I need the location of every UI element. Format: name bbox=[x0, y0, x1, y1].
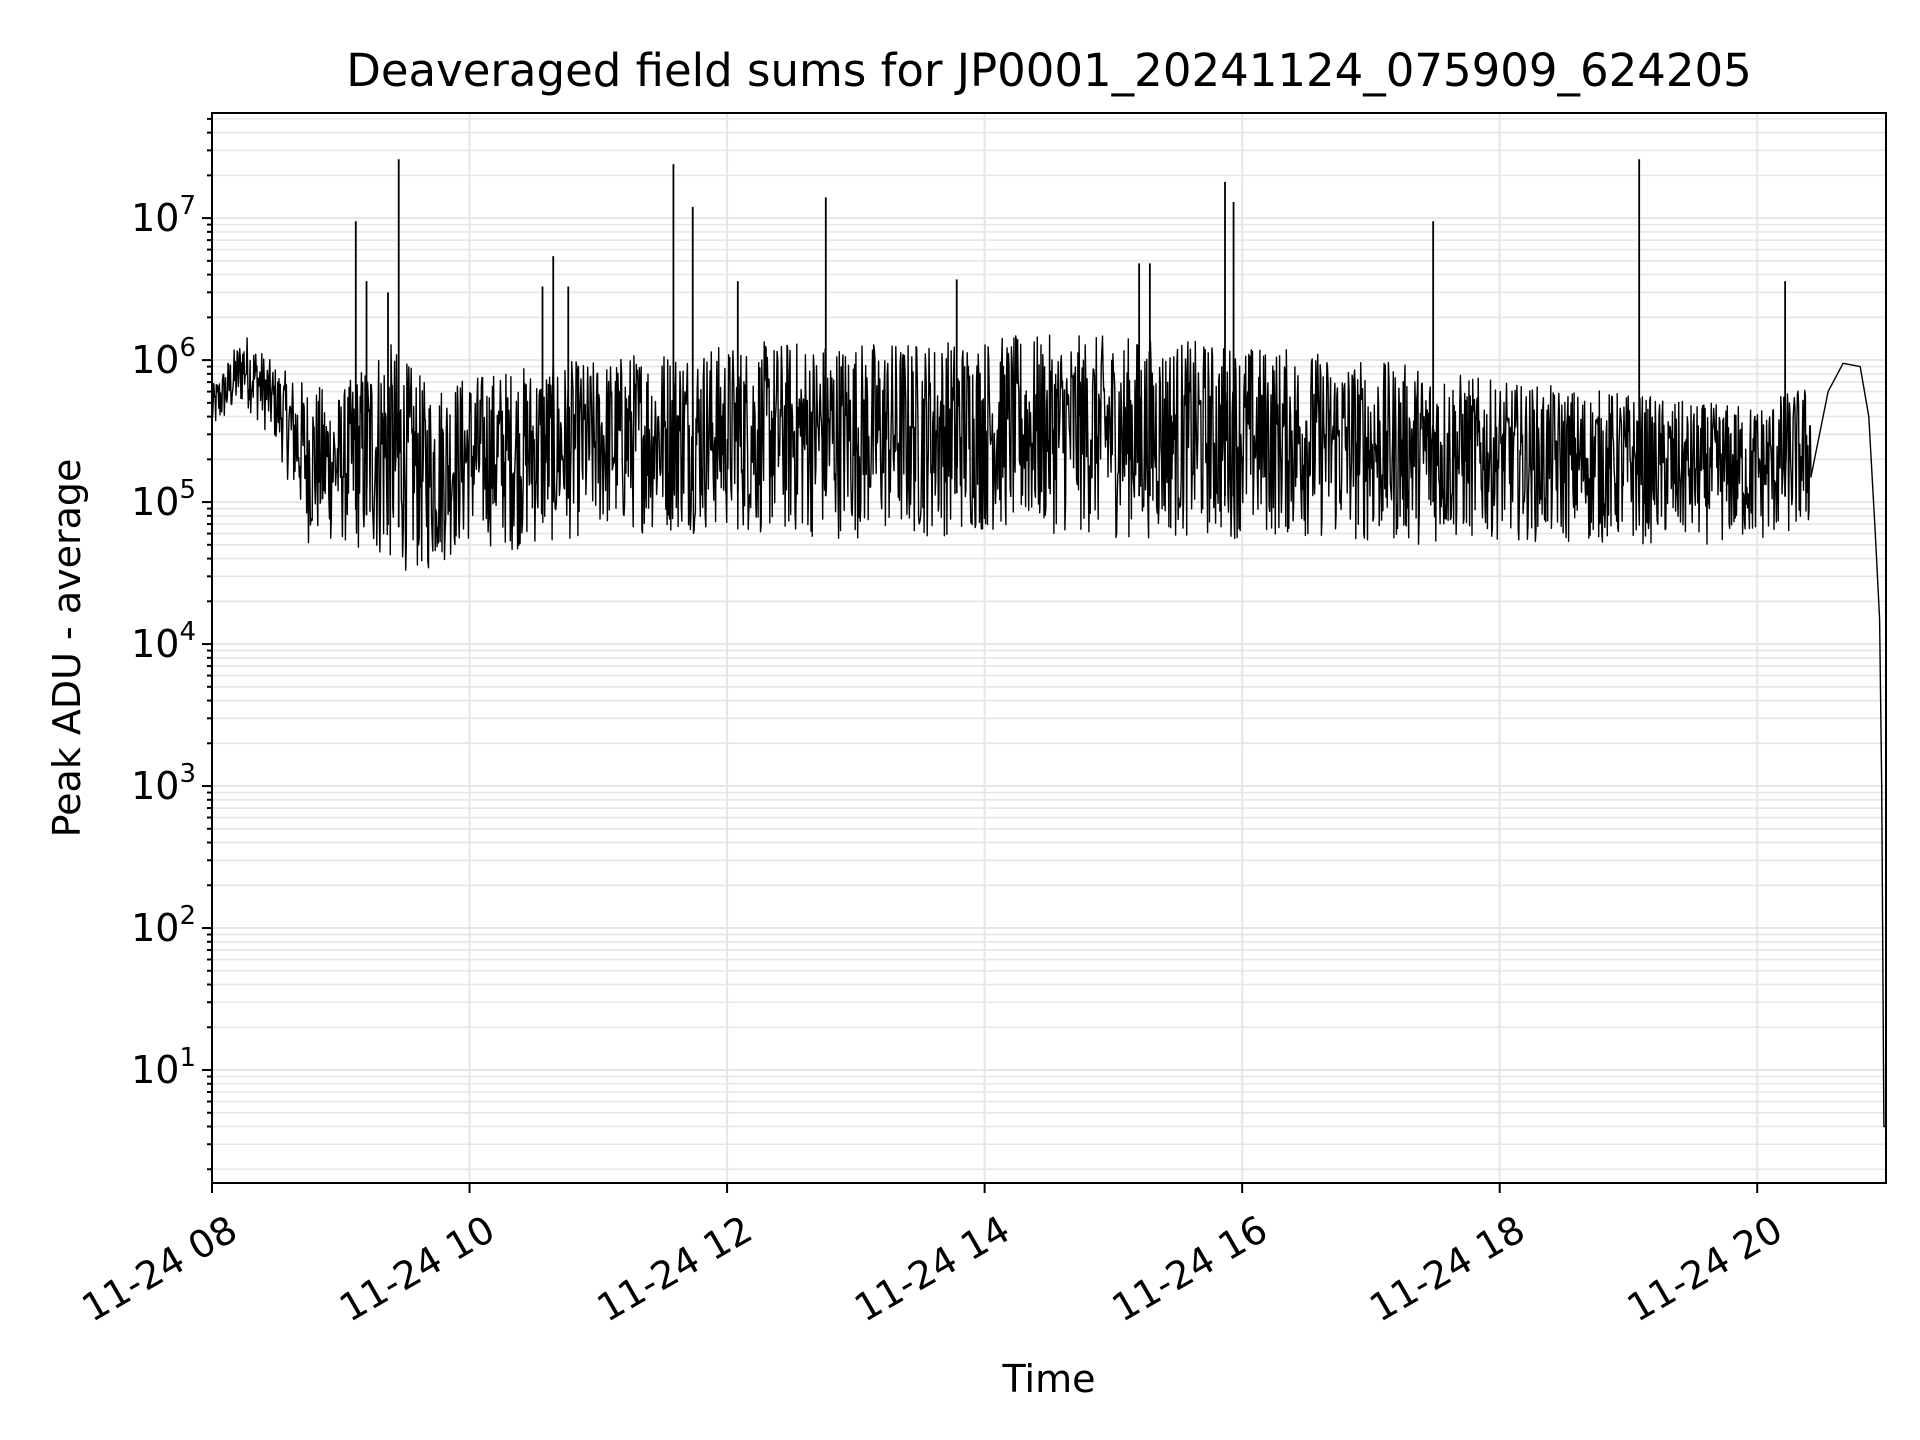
x-axis-label: Time bbox=[1002, 1357, 1096, 1401]
y-tick-exponent: 7 bbox=[179, 191, 196, 221]
y-tick-exponent: 5 bbox=[179, 475, 196, 505]
y-tick-label: 103 bbox=[131, 759, 196, 808]
y-tick-base: 10 bbox=[131, 338, 179, 382]
y-tick-base: 10 bbox=[131, 764, 179, 808]
x-tick-label: 11-24 18 bbox=[1362, 1207, 1532, 1331]
x-tick-label: 11-24 08 bbox=[75, 1207, 245, 1331]
y-tick-label: 102 bbox=[131, 901, 196, 950]
x-tick-label: 11-24 14 bbox=[847, 1207, 1017, 1331]
y-tick-base: 10 bbox=[131, 1048, 179, 1092]
x-tick-label: 11-24 12 bbox=[590, 1207, 760, 1331]
y-tick-base: 10 bbox=[131, 196, 179, 240]
tick-layer: 11-24 08 11-24 10 11-24 12 11-24 14 11-24 16… bbox=[75, 117, 1790, 1331]
grid-layer bbox=[211, 113, 1886, 1183]
series-line bbox=[211, 334, 1886, 1128]
y-tick-label: 106 bbox=[131, 333, 196, 382]
y-tick-label: 104 bbox=[131, 617, 196, 666]
y-tick-exponent: 6 bbox=[179, 333, 196, 363]
data-layer bbox=[211, 159, 1886, 1128]
x-tick-label: 11-24 16 bbox=[1105, 1207, 1275, 1331]
y-tick-base: 10 bbox=[131, 906, 179, 950]
y-tick-label: 107 bbox=[131, 191, 196, 240]
x-tick-label: 11-24 10 bbox=[332, 1207, 502, 1331]
y-tick-label: 101 bbox=[131, 1043, 196, 1092]
y-tick-exponent: 1 bbox=[179, 1043, 196, 1073]
y-tick-base: 10 bbox=[131, 622, 179, 666]
y-tick-exponent: 4 bbox=[179, 617, 196, 647]
x-tick-label: 11-24 20 bbox=[1620, 1207, 1790, 1331]
y-tick-base: 10 bbox=[131, 480, 179, 524]
y-tick-label: 105 bbox=[131, 475, 196, 524]
plot-frame bbox=[211, 112, 1887, 1184]
y-tick-exponent: 2 bbox=[179, 901, 196, 931]
y-axis-label: Peak ADU - average bbox=[45, 459, 89, 838]
chart-title: Deaveraged field sums for JP0001_2024112… bbox=[346, 44, 1752, 97]
y-tick-exponent: 3 bbox=[179, 759, 196, 789]
